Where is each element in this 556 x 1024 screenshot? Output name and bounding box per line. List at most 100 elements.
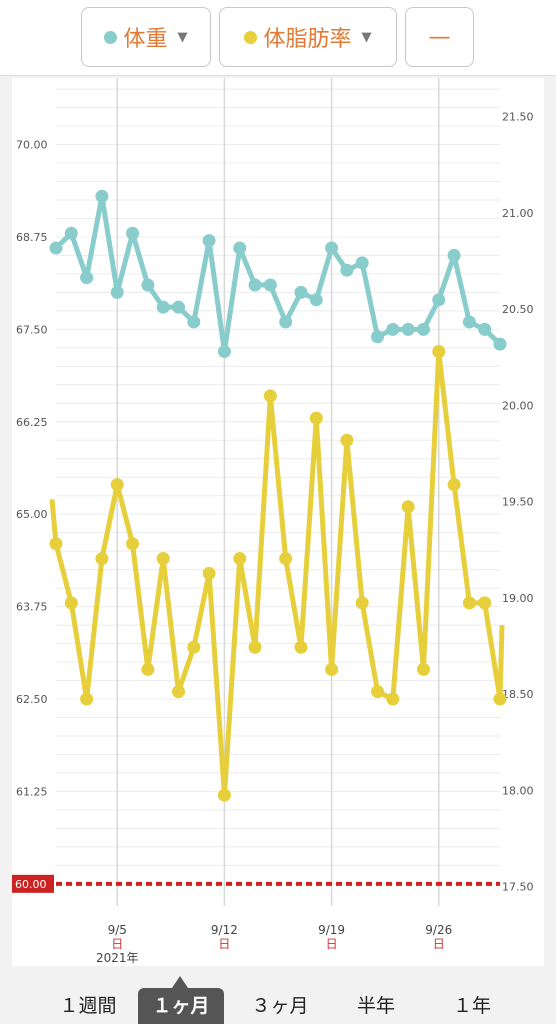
left-axis-tick: 66.25 xyxy=(16,416,48,429)
weight-data-point xyxy=(355,256,369,270)
x-axis-year-label: 2021年 xyxy=(96,951,139,965)
body-fat-data-point xyxy=(156,552,170,566)
body-fat-data-point xyxy=(171,685,185,699)
x-axis-date-label: 9/12 xyxy=(211,923,238,937)
weight-data-point xyxy=(493,337,507,351)
body-fat-data-point xyxy=(64,596,78,610)
right-axis-tick: 21.50 xyxy=(502,111,534,124)
left-axis-tick: 67.50 xyxy=(16,323,48,336)
weight-data-point xyxy=(309,293,323,307)
left-axis-tick: 63.75 xyxy=(16,601,48,614)
body-fat-data-point xyxy=(294,640,308,654)
body-fat-data-point xyxy=(325,662,339,676)
right-axis-tick: 20.00 xyxy=(502,399,534,412)
weight-data-point xyxy=(386,322,400,336)
weight-data-point xyxy=(432,293,446,307)
period-tabs: １週間 １ヶ月 ３ヶ月 半年 １年 xyxy=(0,976,556,1024)
weight-selector-label: 体重 xyxy=(123,27,168,52)
weight-data-point xyxy=(340,263,354,277)
tab-1-month[interactable]: １ヶ月 xyxy=(138,988,224,1024)
weight-data-point xyxy=(80,271,94,285)
x-axis-date-label: 9/19 xyxy=(318,923,345,937)
target-label: 60.00 xyxy=(15,878,47,891)
body-fat-data-point xyxy=(202,566,216,580)
body-fat-data-point xyxy=(126,537,140,551)
active-tab-pointer xyxy=(172,976,188,988)
caret-down-icon: ▼ xyxy=(177,29,188,45)
body-fat-data-point xyxy=(80,692,94,706)
weight-data-point xyxy=(401,322,415,336)
body-fat-selector[interactable]: 体脂肪率 ▼ xyxy=(219,7,397,67)
weight-data-point xyxy=(447,248,461,262)
body-fat-data-point xyxy=(371,685,385,699)
left-axis-tick: 61.25 xyxy=(16,785,48,798)
left-axis-tick: 62.50 xyxy=(16,693,48,706)
body-fat-data-point xyxy=(340,433,354,447)
body-fat-data-point xyxy=(309,411,323,425)
x-axis-day-label: 日 xyxy=(111,937,123,951)
weight-data-point xyxy=(110,285,124,299)
body-fat-data-point xyxy=(110,478,124,492)
weight-data-point xyxy=(49,241,63,255)
tab-half-year[interactable]: 半年 xyxy=(356,995,395,1017)
body-fat-data-point xyxy=(49,537,63,551)
weight-data-point xyxy=(202,234,216,248)
left-axis-tick: 70.00 xyxy=(16,139,48,152)
body-fat-data-point xyxy=(263,389,277,403)
tab-1-year[interactable]: １年 xyxy=(452,995,491,1017)
chart-area[interactable]: 70.00 68.75 67.50 66.25 65.00 63.75 62.50 61.25… xyxy=(12,78,544,966)
target-badge xyxy=(12,874,54,893)
x-axis-day-label: 日 xyxy=(326,937,338,951)
weight-data-point xyxy=(294,285,308,299)
right-axis-tick: 19.00 xyxy=(502,592,534,605)
third-selector-label: — xyxy=(428,24,451,50)
x-axis-day-label: 日 xyxy=(433,937,445,951)
body-fat-data-point xyxy=(432,345,446,359)
weight-data-point xyxy=(64,226,78,240)
weight-color-dot xyxy=(104,30,118,44)
body-fat-data-point xyxy=(386,692,400,706)
weight-data-point xyxy=(248,278,262,292)
right-axis-tick: 18.50 xyxy=(502,688,534,701)
weight-data-point xyxy=(126,226,140,240)
weight-data-point xyxy=(371,330,385,344)
weight-selector[interactable]: 体重 ▼ xyxy=(81,7,211,67)
right-axis-tick: 20.50 xyxy=(502,303,534,316)
weight-data-point xyxy=(187,315,201,329)
weight-data-point xyxy=(95,189,109,203)
caret-down-icon: ▼ xyxy=(361,29,372,45)
weight-data-point xyxy=(478,322,492,336)
body-fat-selector-label: 体脂肪率 xyxy=(263,27,352,52)
weight-data-point xyxy=(156,300,170,314)
body-fat-data-point xyxy=(217,788,231,802)
tab-1-week[interactable]: １週間 xyxy=(59,995,117,1017)
weight-data-point xyxy=(233,241,247,255)
x-axis-date-label: 9/5 xyxy=(108,923,127,937)
line-chart: 70.00 68.75 67.50 66.25 65.00 63.75 62.50 61.25… xyxy=(12,78,534,965)
body-fat-data-point xyxy=(401,500,415,514)
body-fat-data-point xyxy=(248,640,262,654)
weight-data-point xyxy=(217,345,231,359)
body-fat-data-point xyxy=(95,552,109,566)
weight-data-point xyxy=(416,322,430,336)
weight-data-point xyxy=(171,300,185,314)
body-fat-data-point xyxy=(279,552,293,566)
right-axis-tick: 18.00 xyxy=(502,784,534,797)
body-fat-series-line xyxy=(49,349,505,798)
tab-3-months[interactable]: ３ヶ月 xyxy=(251,995,309,1017)
third-selector[interactable]: — xyxy=(405,7,474,67)
right-axis-tick: 21.00 xyxy=(502,207,534,220)
body-fat-data-point xyxy=(447,478,461,492)
left-axis-tick: 65.00 xyxy=(16,508,48,521)
weight-data-point xyxy=(263,278,277,292)
x-axis-day-label: 日 xyxy=(218,937,230,951)
body-fat-data-point xyxy=(462,596,476,610)
right-axis-tick: 17.50 xyxy=(502,881,534,894)
body-fat-data-point xyxy=(355,596,369,610)
x-axis-date-label: 9/26 xyxy=(425,923,452,937)
right-axis-tick: 19.50 xyxy=(502,496,534,509)
body-fat-data-point xyxy=(416,662,430,676)
top-bar: 体重 ▼ 体脂肪率 ▼ — xyxy=(0,0,556,76)
weight-data-point xyxy=(279,315,293,329)
body-fat-data-point xyxy=(233,552,247,566)
